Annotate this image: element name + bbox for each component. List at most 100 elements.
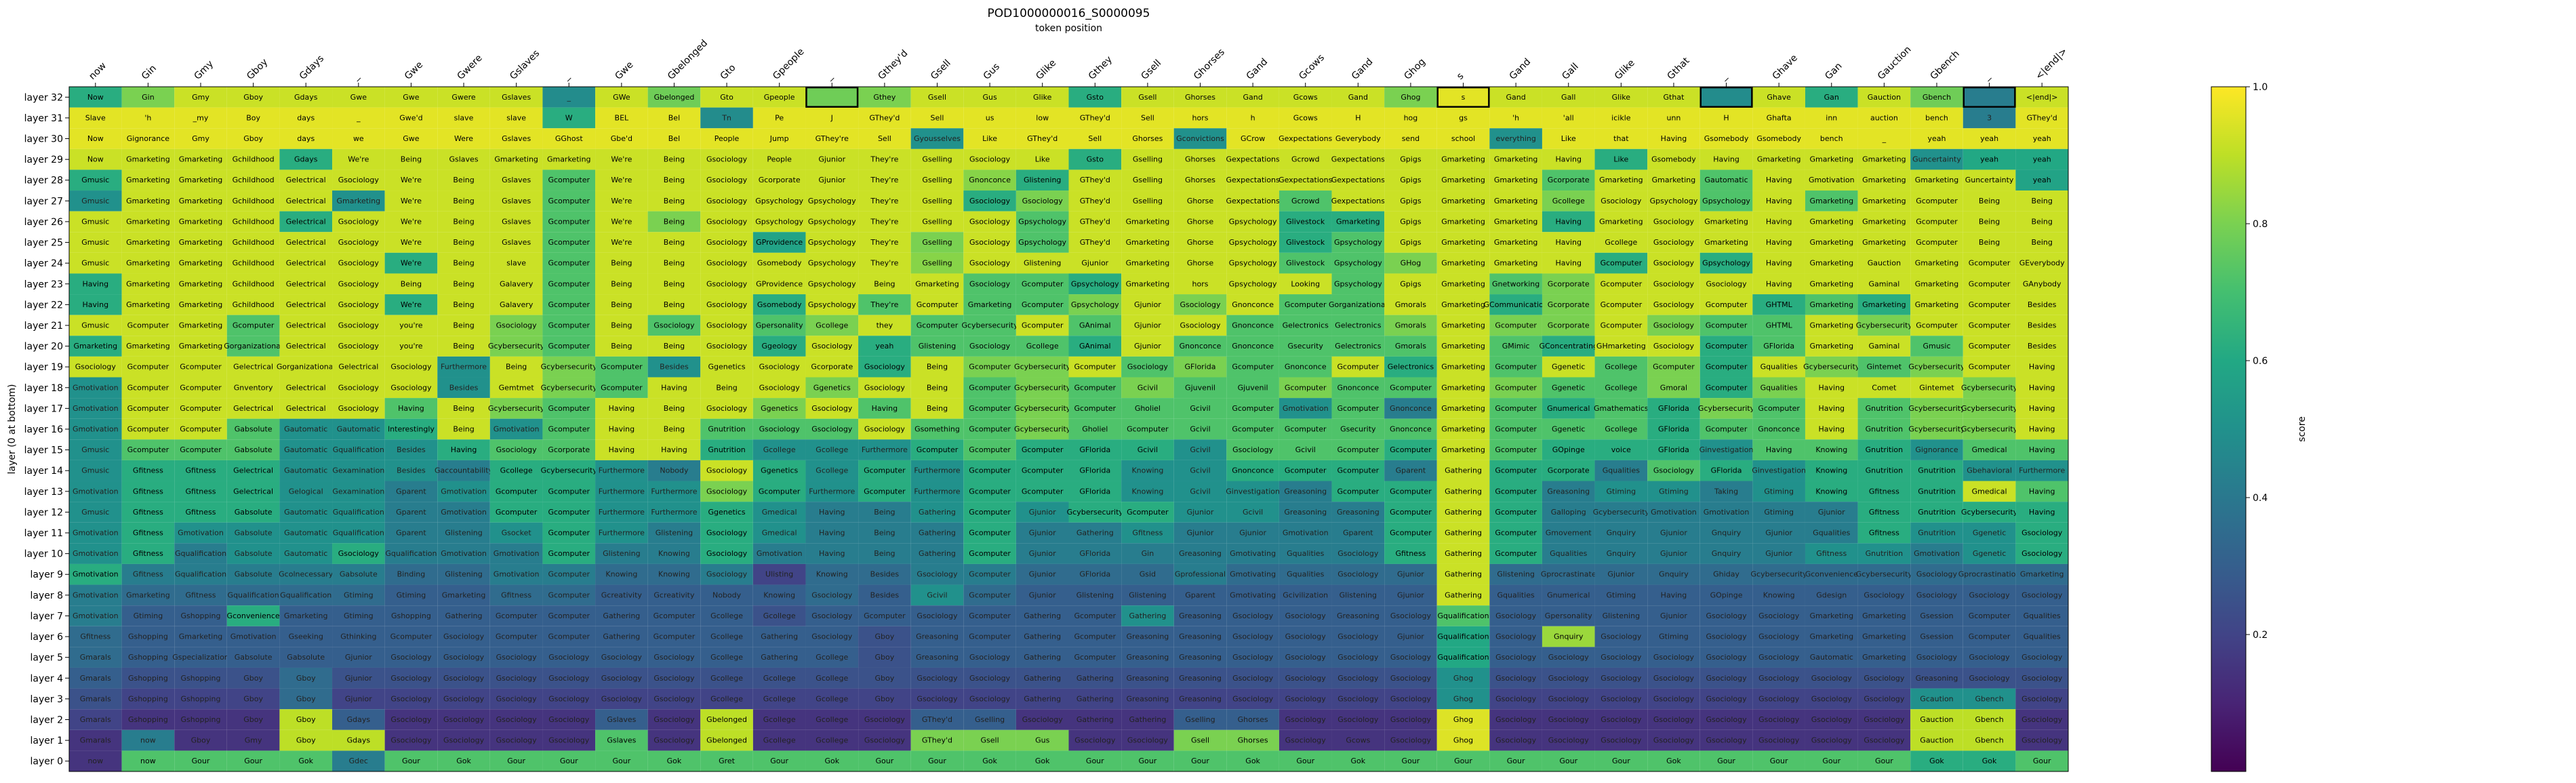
- cell-label: Gmotivating: [1230, 590, 1276, 599]
- cell-label: Ghorses: [1238, 736, 1268, 745]
- heatmap-cell: [1805, 128, 1858, 149]
- cell-label: Gsociology: [706, 570, 748, 579]
- cell-label: Gcollege: [763, 694, 796, 703]
- heatmap-cell: [1647, 252, 1700, 274]
- heatmap-cell: [384, 232, 438, 253]
- cell-label: Gmarketing: [1809, 300, 1853, 309]
- x-tick-label: Gand: [1350, 56, 1375, 82]
- y-tick-label: layer 23: [24, 279, 63, 290]
- heatmap-cell: [700, 107, 753, 129]
- heatmap-cell: [1699, 128, 1753, 149]
- cell-label: Gmarketing: [126, 176, 170, 184]
- cell-label: Gsociology: [443, 633, 485, 641]
- cell-label: Gcomputer: [864, 611, 906, 620]
- cell-label: Gsociology: [1232, 633, 1274, 641]
- cell-label: Gsociology: [601, 653, 643, 662]
- chart-title: POD1000000016_S0000095: [988, 7, 1150, 20]
- heatmap-cell: [1752, 294, 1805, 315]
- heatmap-cell: [2015, 128, 2068, 149]
- cell-label: Gcorporate: [1548, 321, 1590, 329]
- cell-label: Gcomputer: [548, 217, 590, 226]
- heatmap-cell: [226, 232, 280, 253]
- cell-label: Gsociology: [1495, 694, 1537, 703]
- cell-label: Gmarketing: [126, 238, 170, 247]
- heatmap-cell: [1647, 232, 1700, 253]
- cell-label: Gcomputer: [1495, 445, 1537, 454]
- cell-label: Gpigs: [1400, 217, 1422, 226]
- x-tick-label: Gall: [1560, 61, 1581, 82]
- cell-label: Having: [1766, 176, 1792, 184]
- heatmap-cell: [437, 252, 490, 274]
- x-tick-label: Gsell: [1139, 58, 1163, 82]
- heatmap-cell: [1226, 232, 1279, 253]
- cell-label: Gmotivation: [230, 633, 277, 641]
- heatmap-cell: [1857, 107, 1911, 129]
- cell-label: Gour: [876, 757, 894, 765]
- y-tick-label: layer 17: [24, 403, 63, 414]
- cell-label: Knowing: [816, 570, 848, 579]
- cell-label: Gour: [244, 757, 262, 765]
- heatmap-cell: [1752, 169, 1805, 191]
- cell-label: Gcomputer: [548, 633, 590, 641]
- cell-label: Gprocrastinate: [1541, 570, 1596, 579]
- cell-label: Binding: [397, 570, 426, 579]
- cell-label: Gslaves: [502, 238, 531, 247]
- heatmap-cell: [1594, 148, 1648, 170]
- heatmap-cell: [1699, 169, 1753, 191]
- heatmap-cell: [700, 252, 753, 274]
- cell-label: Gpersonality: [1545, 611, 1592, 620]
- cell-label: Gparent: [396, 508, 426, 517]
- heatmap-cell: [1015, 211, 1069, 233]
- cell-label: Knowing: [605, 570, 637, 579]
- cell-label: Gcomputer: [548, 197, 590, 205]
- cell-label: Gmarketing: [1704, 238, 1748, 247]
- heatmap-cell: [1910, 232, 1963, 253]
- cell-label: Gsociology: [1969, 653, 2011, 662]
- heatmap-cell: [174, 190, 227, 212]
- cell-label: Gnutrition: [1918, 487, 1955, 496]
- cell-label: Ggenetic: [1552, 363, 1585, 372]
- cell-label: Gcomputer: [1285, 383, 1327, 392]
- heatmap-cell: [1226, 211, 1279, 233]
- heatmap-cell: [595, 169, 648, 191]
- cell-label: Having: [1713, 155, 1739, 164]
- cell-label: Gsociology: [338, 321, 380, 329]
- cell-label: Gnquiry: [1712, 549, 1742, 558]
- cell-label: low: [1036, 113, 1049, 122]
- cell-label: Gsomebody: [1651, 155, 1696, 164]
- heatmap-cell: [279, 232, 333, 253]
- cell-label: We're: [611, 238, 632, 247]
- colorbar-label: score: [2297, 416, 2308, 442]
- heatmap-cell: [1068, 211, 1122, 233]
- heatmap-cell: [752, 128, 806, 149]
- y-tick-label: layer 27: [24, 196, 63, 207]
- cell-label: Glistening: [445, 529, 482, 538]
- cell-label: Gour: [1086, 757, 1104, 765]
- cell-label: Gcybersecurity: [1961, 425, 2018, 434]
- cell-label: Gcomputer: [864, 466, 906, 475]
- x-tick-labels: now Gin Gmy Gboy Gdays _ Gwe Gwere Gslaves _ Gwe Gb…: [87, 38, 2070, 87]
- cell-label: Gsession: [1920, 611, 1953, 620]
- heatmap-cell: [69, 294, 122, 315]
- cell-label: Gmarketing: [1862, 176, 1906, 184]
- cell-label: Gcomputer: [1495, 487, 1537, 496]
- cell-label: Besides: [870, 590, 900, 599]
- cell-label: Gsociology: [1337, 549, 1379, 558]
- y-tick-label: layer 28: [24, 176, 63, 186]
- cell-label: Gsociology: [759, 425, 801, 434]
- heatmap-cell: [595, 128, 648, 149]
- cell-label: Gcomputer: [969, 445, 1011, 454]
- heatmap-cell: [1857, 315, 1911, 336]
- heatmap-cell: [963, 211, 1016, 233]
- cell-label: Gslaves: [607, 736, 636, 745]
- cell-label: Gathering: [761, 633, 798, 641]
- cell-label: Gcybersecurity: [1908, 404, 1965, 413]
- heatmap-cell: [174, 315, 227, 336]
- heatmap-cell: [437, 190, 490, 212]
- heatmap-cell: [752, 294, 806, 315]
- cell-label: Gsociology: [706, 238, 748, 247]
- cell-label: Gjunior: [345, 653, 372, 662]
- cell-label: Gtiming: [1659, 633, 1689, 641]
- cell-label: Gcomputer: [548, 529, 590, 538]
- heatmap-cell: [1805, 107, 1858, 129]
